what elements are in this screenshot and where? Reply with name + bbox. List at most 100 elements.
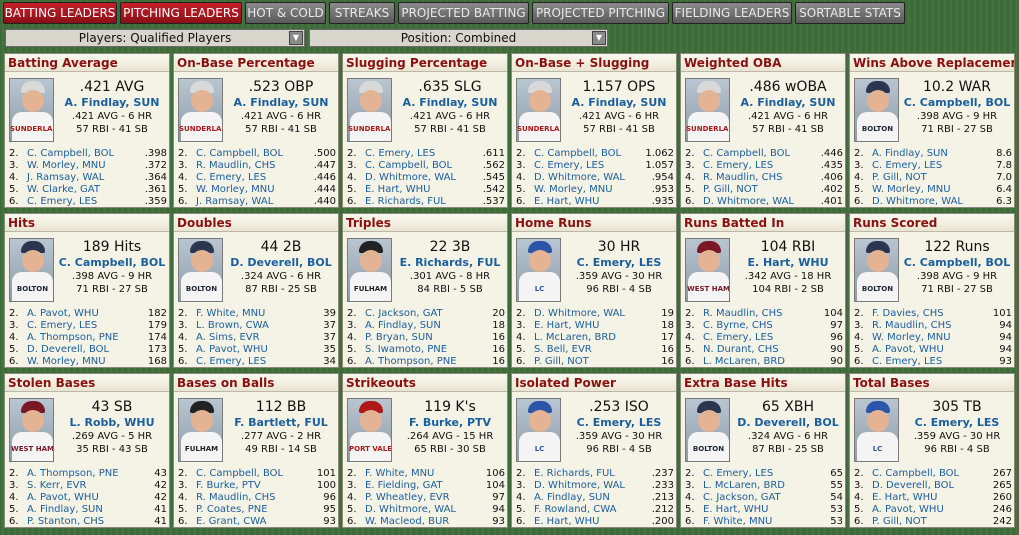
leader-player-link[interactable]: C. Emery, LES — [576, 416, 662, 429]
player-link[interactable]: D. Whitmore, WAL — [703, 196, 794, 207]
player-link[interactable]: P. Gill, NOT — [703, 184, 758, 195]
player-link[interactable]: A. Thompson, PNE — [27, 332, 119, 343]
player-link[interactable]: E. Richards, FUL — [365, 196, 446, 207]
leader-player-link[interactable]: C. Campbell, BOL — [903, 256, 1011, 269]
player-link[interactable]: S. Iwamoto, PNE — [365, 344, 448, 355]
players-filter-dropdown[interactable]: Players: Qualified Players ▼ — [5, 29, 305, 47]
player-photo[interactable]: BOLTON — [685, 398, 730, 462]
player-link[interactable]: F. Burke, PTV — [196, 480, 261, 491]
player-link[interactable]: A. Thompson, PNE — [27, 468, 119, 479]
player-link[interactable]: C. Campbell, BOL — [872, 468, 960, 479]
player-link[interactable]: P. Stanton, CHS — [27, 516, 105, 527]
player-link[interactable]: E. Hart, WHU — [534, 196, 600, 207]
player-link[interactable]: D. Whitmore, WAL — [534, 480, 625, 491]
player-link[interactable]: E. Hart, WHU — [534, 516, 600, 527]
player-link[interactable]: E. Hart, WHU — [703, 504, 769, 515]
player-link[interactable]: C. Campbell, BOL — [365, 160, 453, 171]
player-photo[interactable]: FULHAM — [347, 238, 392, 302]
player-link[interactable]: F. Davies, CHS — [872, 308, 944, 319]
player-link[interactable]: C. Byrne, CHS — [703, 320, 773, 331]
player-link[interactable]: W. Morley, MNU — [534, 184, 613, 195]
leader-player-link[interactable]: A. Findlay, SUN — [64, 96, 160, 109]
tab-pitching-leaders[interactable]: PITCHING LEADERS — [120, 2, 242, 24]
player-photo[interactable]: SUNDERLAND — [685, 78, 730, 142]
player-link[interactable]: E. Hart, WHU — [872, 492, 938, 503]
player-link[interactable]: A. Pavot, WHU — [872, 344, 944, 355]
player-link[interactable]: C. Emery, LES — [365, 148, 436, 159]
player-link[interactable]: A. Findlay, SUN — [872, 148, 948, 159]
leader-player-link[interactable]: F. Burke, PTV — [408, 416, 492, 429]
player-link[interactable]: L. McLaren, BRD — [703, 480, 786, 491]
player-link[interactable]: W. Morley, MNU — [196, 184, 275, 195]
leader-player-link[interactable]: L. Robb, WHU — [69, 416, 155, 429]
player-link[interactable]: W. Morley, MNU — [872, 332, 951, 343]
player-photo[interactable]: SUNDERLAND — [9, 78, 54, 142]
tab-projected-pitching[interactable]: PROJECTED PITCHING — [532, 2, 669, 24]
leader-player-link[interactable]: D. Deverell, BOL — [737, 416, 839, 429]
player-link[interactable]: C. Emery, LES — [196, 356, 267, 367]
player-photo[interactable]: WEST HAM — [9, 398, 54, 462]
player-link[interactable]: D. Whitmore, WAL — [534, 172, 625, 183]
player-link[interactable]: R. Maudlin, CHS — [703, 172, 783, 183]
player-link[interactable]: D. Whitmore, WAL — [365, 172, 456, 183]
tab-hot-cold[interactable]: HOT & COLD — [245, 2, 326, 24]
tab-sortable-stats[interactable]: SORTABLE STATS — [795, 2, 905, 24]
tab-projected-batting[interactable]: PROJECTED BATTING — [398, 2, 529, 24]
player-link[interactable]: A. Pavot, WHU — [27, 492, 99, 503]
player-link[interactable]: D. Whitmore, WAL — [534, 308, 625, 319]
player-link[interactable]: C. Emery, LES — [27, 320, 98, 331]
player-photo[interactable]: LC — [854, 398, 899, 462]
player-photo[interactable]: BOLTON — [854, 78, 899, 142]
player-link[interactable]: C. Emery, LES — [872, 356, 943, 367]
player-photo[interactable]: BOLTON — [854, 238, 899, 302]
player-link[interactable]: C. Campbell, BOL — [196, 148, 284, 159]
tab-batting-leaders[interactable]: BATTING LEADERS — [3, 2, 117, 24]
player-link[interactable]: P. Coates, PNE — [196, 504, 268, 515]
player-link[interactable]: P. Bryan, SUN — [365, 332, 433, 343]
player-link[interactable]: R. Maudlin, CHS — [196, 160, 276, 171]
player-link[interactable]: C. Jackson, GAT — [703, 492, 781, 503]
player-link[interactable]: N. Durant, CHS — [703, 344, 779, 355]
player-link[interactable]: P. Gill, NOT — [872, 516, 927, 527]
player-photo[interactable]: WEST HAM — [685, 238, 730, 302]
player-link[interactable]: C. Emery, LES — [703, 160, 774, 171]
player-photo[interactable]: BOLTON — [178, 238, 223, 302]
player-photo[interactable]: SUNDERLAND — [516, 78, 561, 142]
player-link[interactable]: L. McLaren, BRD — [703, 356, 786, 367]
leader-player-link[interactable]: A. Findlay, SUN — [233, 96, 329, 109]
player-photo[interactable]: PORT VALE — [347, 398, 392, 462]
leader-player-link[interactable]: F. Bartlett, FUL — [234, 416, 328, 429]
player-link[interactable]: E. Hart, WHU — [365, 184, 431, 195]
player-photo[interactable]: LC — [516, 238, 561, 302]
player-link[interactable]: C. Emery, LES — [27, 196, 98, 207]
player-link[interactable]: C. Campbell, BOL — [196, 468, 284, 479]
player-link[interactable]: R. Maudlin, CHS — [872, 320, 952, 331]
player-link[interactable]: P. Gill, NOT — [872, 172, 927, 183]
player-link[interactable]: S. Bell, EVR — [534, 344, 592, 355]
player-link[interactable]: L. Brown, CWA — [196, 320, 269, 331]
player-link[interactable]: J. Ramsay, WAL — [27, 172, 105, 183]
leader-player-link[interactable]: C. Emery, LES — [914, 416, 1000, 429]
player-link[interactable]: C. Emery, LES — [703, 468, 774, 479]
player-link[interactable]: E. Fielding, GAT — [365, 480, 443, 491]
player-link[interactable]: A. Pavot, WHU — [872, 504, 944, 515]
player-link[interactable]: C. Emery, LES — [534, 160, 605, 171]
tab-streaks[interactable]: STREAKS — [329, 2, 395, 24]
player-link[interactable]: D. Deverell, BOL — [27, 344, 110, 355]
player-link[interactable]: W. Morley, MNU — [27, 160, 106, 171]
player-link[interactable]: R. Maudlin, CHS — [703, 308, 783, 319]
leader-player-link[interactable]: C. Campbell, BOL — [903, 96, 1011, 109]
player-link[interactable]: J. Ramsay, WAL — [196, 196, 274, 207]
player-link[interactable]: L. McLaren, BRD — [534, 332, 617, 343]
player-link[interactable]: F. White, MNU — [365, 468, 435, 479]
player-link[interactable]: A. Pavot, WHU — [27, 308, 99, 319]
player-link[interactable]: D. Whitmore, WAL — [872, 196, 963, 207]
player-link[interactable]: C. Campbell, BOL — [703, 148, 791, 159]
player-link[interactable]: F. White, MNU — [703, 516, 773, 527]
leader-player-link[interactable]: C. Campbell, BOL — [58, 256, 166, 269]
player-link[interactable]: A. Findlay, SUN — [365, 320, 441, 331]
player-link[interactable]: W. Morley, MNU — [27, 356, 106, 367]
player-link[interactable]: F. Rowland, CWA — [534, 504, 617, 515]
leader-player-link[interactable]: A. Findlay, SUN — [402, 96, 498, 109]
player-photo[interactable]: FULHAM — [178, 398, 223, 462]
